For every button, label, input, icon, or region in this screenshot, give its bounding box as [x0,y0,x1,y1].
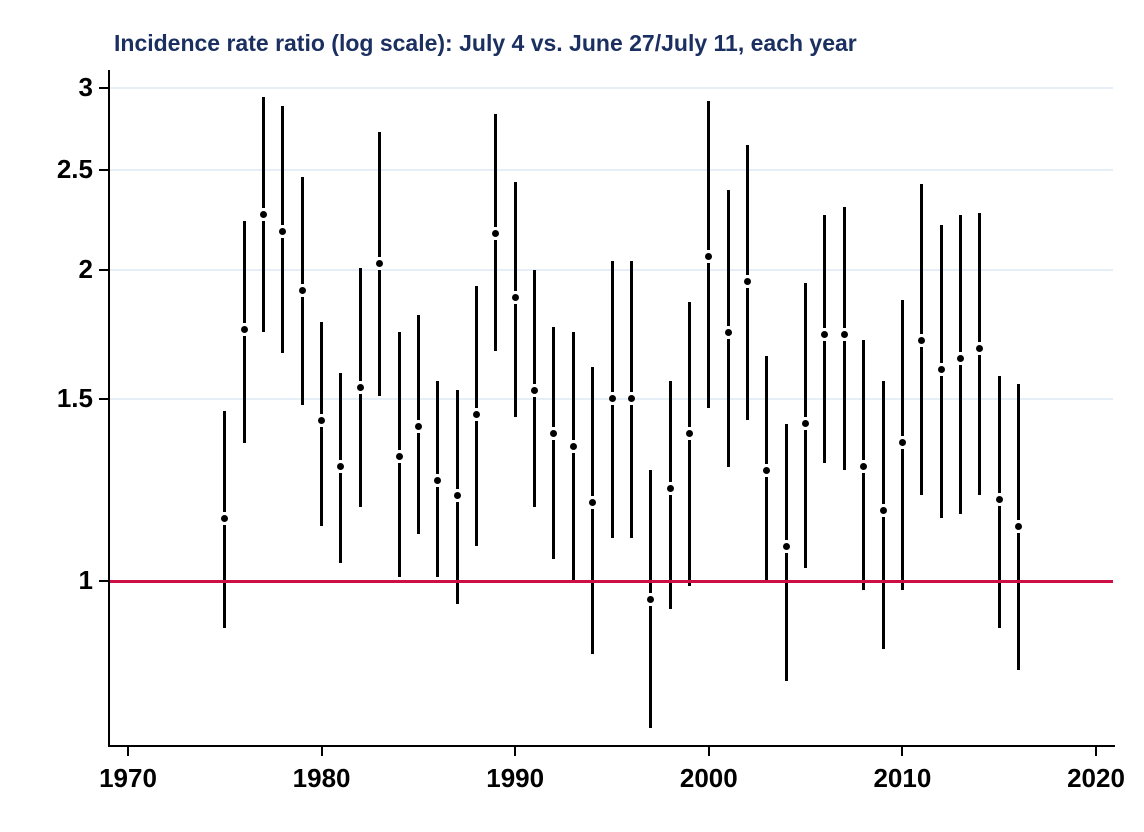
chart-title: Incidence rate ratio (log scale): July 4… [114,30,857,56]
ci-bar-1999 [687,302,691,586]
point-estimate-1978 [279,227,287,235]
point-estimate-2012 [937,366,945,374]
point-estimate-2011 [918,336,926,344]
point-estimate-1996 [627,395,635,403]
point-estimate-1976 [240,326,248,334]
point-estimate-2001 [724,328,732,336]
point-estimate-1981 [337,463,345,471]
x-tick-label-2000: 2000 [679,763,738,793]
point-estimate-1999 [685,429,693,437]
point-estimate-2004 [782,542,790,550]
point-estimate-2008 [860,463,868,471]
point-estimate-1986 [434,477,442,485]
x-tick-2010 [901,747,904,756]
point-estimate-1990 [511,294,519,302]
point-estimate-2013 [956,355,964,363]
point-estimate-1994 [589,499,597,507]
x-tick-label-1990: 1990 [486,763,545,793]
x-tick-label-1980: 1980 [292,763,351,793]
point-estimate-2002 [744,277,752,285]
ci-bar-1993 [571,332,575,581]
x-tick-1970 [127,747,129,756]
x-axis-line [108,745,1115,747]
x-tick-2000 [707,747,710,756]
x-tick-1990 [514,747,517,756]
point-estimate-2015 [995,495,1003,503]
point-estimate-1985 [414,423,422,431]
point-estimate-2006 [821,331,829,339]
ci-bar-1992 [552,327,556,560]
y-tick-label-1: 1 [78,565,93,595]
ci-bar-1994 [591,367,595,654]
y-tick-label-2: 2 [78,253,93,284]
gridline-y-3 [108,86,1113,89]
x-tick-label-2020: 2020 [1067,763,1125,793]
point-estimate-1980 [318,416,326,424]
y-tick-2.5 [99,168,108,171]
x-tick-1980 [320,747,323,756]
y-tick-label-1.5: 1.5 [56,382,93,413]
y-tick-1.5 [99,397,108,400]
point-estimate-2014 [976,344,984,352]
point-estimate-1992 [550,429,558,437]
point-estimate-1997 [647,595,655,603]
point-estimate-1982 [356,383,364,391]
point-estimate-1989 [492,229,500,237]
gridline-y-2.5 [108,168,1113,171]
reference-line-1 [108,579,1113,583]
point-estimate-1977 [260,211,268,219]
y-axis-line [108,70,110,745]
point-estimate-2003 [763,466,771,474]
y-tick-3 [99,86,108,89]
point-estimate-1979 [298,286,306,294]
point-estimate-2005 [802,420,810,428]
point-estimate-1987 [453,491,461,499]
point-estimate-2010 [898,439,906,447]
y-tick-1 [99,580,108,582]
point-estimate-2009 [879,507,887,514]
x-tick-label-1970: 1970 [99,763,157,793]
point-estimate-1975 [221,514,229,522]
y-tick-2 [99,268,108,271]
point-estimate-2007 [840,331,848,339]
point-estimate-1995 [608,395,616,403]
x-tick-2020 [1095,747,1097,756]
point-estimate-1984 [395,452,403,460]
y-tick-label-2.5: 2.5 [56,153,93,184]
point-estimate-1991 [531,386,539,394]
point-estimate-1993 [569,442,577,450]
x-tick-label-2010: 2010 [873,763,932,793]
point-estimate-1983 [376,259,384,267]
point-estimate-2000 [705,253,713,260]
point-estimate-1988 [472,410,480,418]
point-estimate-1998 [666,484,674,492]
ci-bar-1998 [668,381,672,609]
point-estimate-2016 [1015,522,1023,530]
y-tick-label-3: 3 [78,71,93,102]
